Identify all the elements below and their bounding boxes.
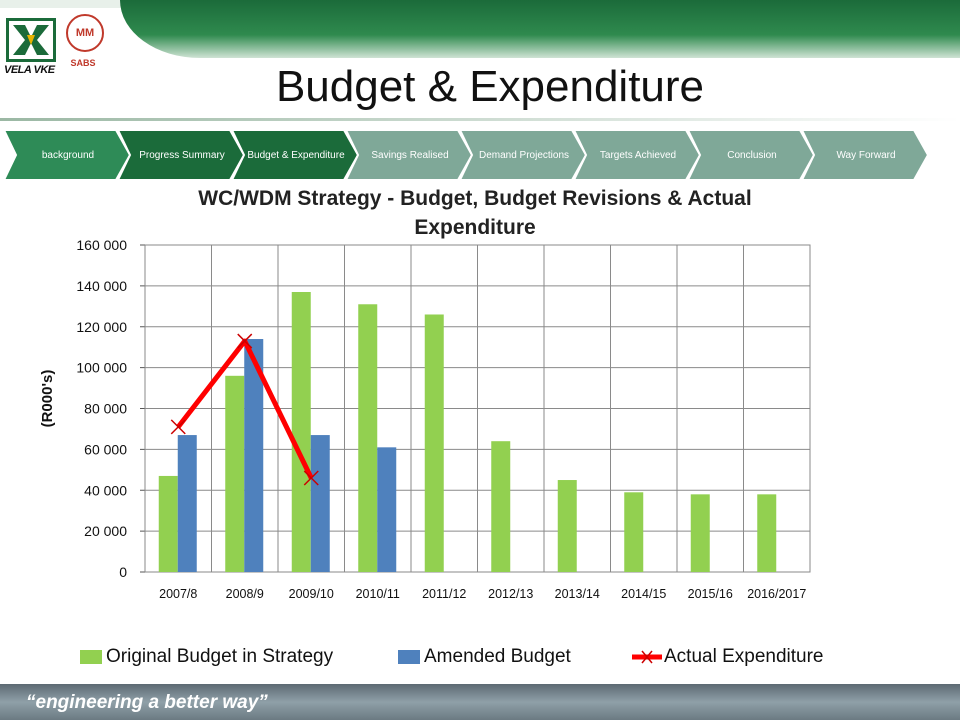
bar-amended-budget <box>177 435 197 572</box>
y-tick-label: 20 000 <box>84 523 127 539</box>
bar-original-budget <box>225 375 245 572</box>
x-tick-label: 2012/13 <box>488 587 533 601</box>
x-tick-label: 2009/10 <box>289 587 334 601</box>
bar-original-budget <box>158 475 178 572</box>
tab-progress-summary[interactable]: Progress Summary <box>118 130 246 180</box>
y-tick-label: 40 000 <box>84 482 127 498</box>
marker-actual-expenditure <box>237 333 253 349</box>
legend-item-original-budget: Original Budget in Strategy <box>80 646 333 668</box>
bar-original-budget <box>557 480 577 572</box>
tab-arrow-shape <box>460 130 588 180</box>
bar-amended-budget <box>377 447 397 572</box>
y-tick-label: 80 000 <box>84 401 127 417</box>
budget-chart: 0 20 000 40 000 60 000 80 000 100 000 120 000 1… <box>39 237 811 601</box>
velavke-logo-text: VELA VKE <box>4 64 55 76</box>
tab-label: Demand Projections <box>478 149 570 161</box>
chart-legend: Original Budget in Strategy Amended Budg… <box>80 646 940 672</box>
y-tick-label: 0 <box>119 564 127 580</box>
bar-amended-budget <box>310 435 330 572</box>
tab-budget-expenditure[interactable]: Budget & Expenditure <box>232 130 360 180</box>
tab-arrow-shape <box>688 130 816 180</box>
x-tick-label: 2015/16 <box>688 587 733 601</box>
bar-original-budget <box>690 494 710 572</box>
x-tick-label: 2011/12 <box>422 587 466 601</box>
legend-swatch-amended <box>398 650 420 664</box>
bar-original-budget <box>491 441 511 572</box>
footer-band: “engineering a better way” <box>0 684 960 720</box>
section-nav: background Progress Summary Budget & Exp… <box>4 130 954 180</box>
x-tick-label: 2016/2017 <box>747 587 806 601</box>
tab-label: Targets Achieved <box>599 149 677 161</box>
bar-original-budget <box>358 304 378 572</box>
title-divider <box>0 118 960 121</box>
y-tick-label: 120 000 <box>76 319 127 335</box>
x-tick-label: 2013/14 <box>555 587 600 601</box>
legend-swatch-original <box>80 650 102 664</box>
y-tick-label: 60 000 <box>84 441 127 457</box>
tab-arrow-shape <box>4 130 132 180</box>
tab-savings-realised[interactable]: Savings Realised <box>346 130 474 180</box>
tab-arrow-shape <box>346 130 474 180</box>
marker-actual-expenditure <box>303 470 319 486</box>
tab-arrow-shape <box>232 130 360 180</box>
y-tick-label: 160 000 <box>76 237 127 253</box>
bar-original-budget <box>291 292 311 572</box>
x-tick-label: 2014/15 <box>621 587 666 601</box>
legend-item-actual-expenditure: Actual Expenditure <box>632 646 824 668</box>
tab-targets-achieved[interactable]: Targets Achieved <box>574 130 702 180</box>
footer-tagline: “engineering a better way” <box>26 692 268 713</box>
chart-title: WC/WDM Strategy - Budget, Budget Revisio… <box>198 187 752 240</box>
y-axis-label: (R000's) <box>39 370 56 428</box>
tab-label: Savings Realised <box>371 149 449 161</box>
tab-label: Budget & Expenditure <box>247 149 345 161</box>
bar-amended-budget <box>244 339 264 572</box>
tab-label: Conclusion <box>727 149 777 161</box>
velavke-logo-icon <box>13 25 49 55</box>
y-tick-label: 100 000 <box>76 360 127 376</box>
velavke-logo <box>6 18 56 62</box>
tab-arrow-shape <box>574 130 702 180</box>
page-title: Budget & Expenditure <box>275 62 705 111</box>
bar-original-budget <box>424 314 444 572</box>
mm-logo: MM <box>66 14 104 52</box>
bar-original-budget <box>624 492 644 572</box>
x-tick-label: 2007/8 <box>159 587 197 601</box>
tab-conclusion[interactable]: Conclusion <box>688 130 816 180</box>
tab-label: Progress Summary <box>139 149 225 161</box>
legend-item-amended-budget: Amended Budget <box>398 646 571 668</box>
bar-original-budget <box>757 494 777 572</box>
legend-label-original: Original Budget in Strategy <box>106 646 334 667</box>
legend-swatch-actual <box>632 650 662 664</box>
tab-label: Way Forward <box>836 149 896 161</box>
tab-background[interactable]: background <box>4 130 132 180</box>
tab-arrow-shape <box>118 130 246 180</box>
tab-way-forward[interactable]: Way Forward <box>802 130 930 180</box>
y-tick-label: 140 000 <box>76 278 127 294</box>
tab-arrow-shape <box>802 130 930 180</box>
header-green-band <box>120 0 960 58</box>
legend-label-amended: Amended Budget <box>424 646 571 667</box>
sabs-logo: SABS <box>70 58 96 68</box>
x-tick-label: 2008/9 <box>226 587 264 601</box>
marker-actual-expenditure <box>170 419 186 435</box>
tab-label: background <box>41 149 95 161</box>
tab-demand-projections[interactable]: Demand Projections <box>460 130 588 180</box>
x-tick-label: 2010/11 <box>356 587 400 601</box>
legend-label-actual: Actual Expenditure <box>664 646 824 667</box>
